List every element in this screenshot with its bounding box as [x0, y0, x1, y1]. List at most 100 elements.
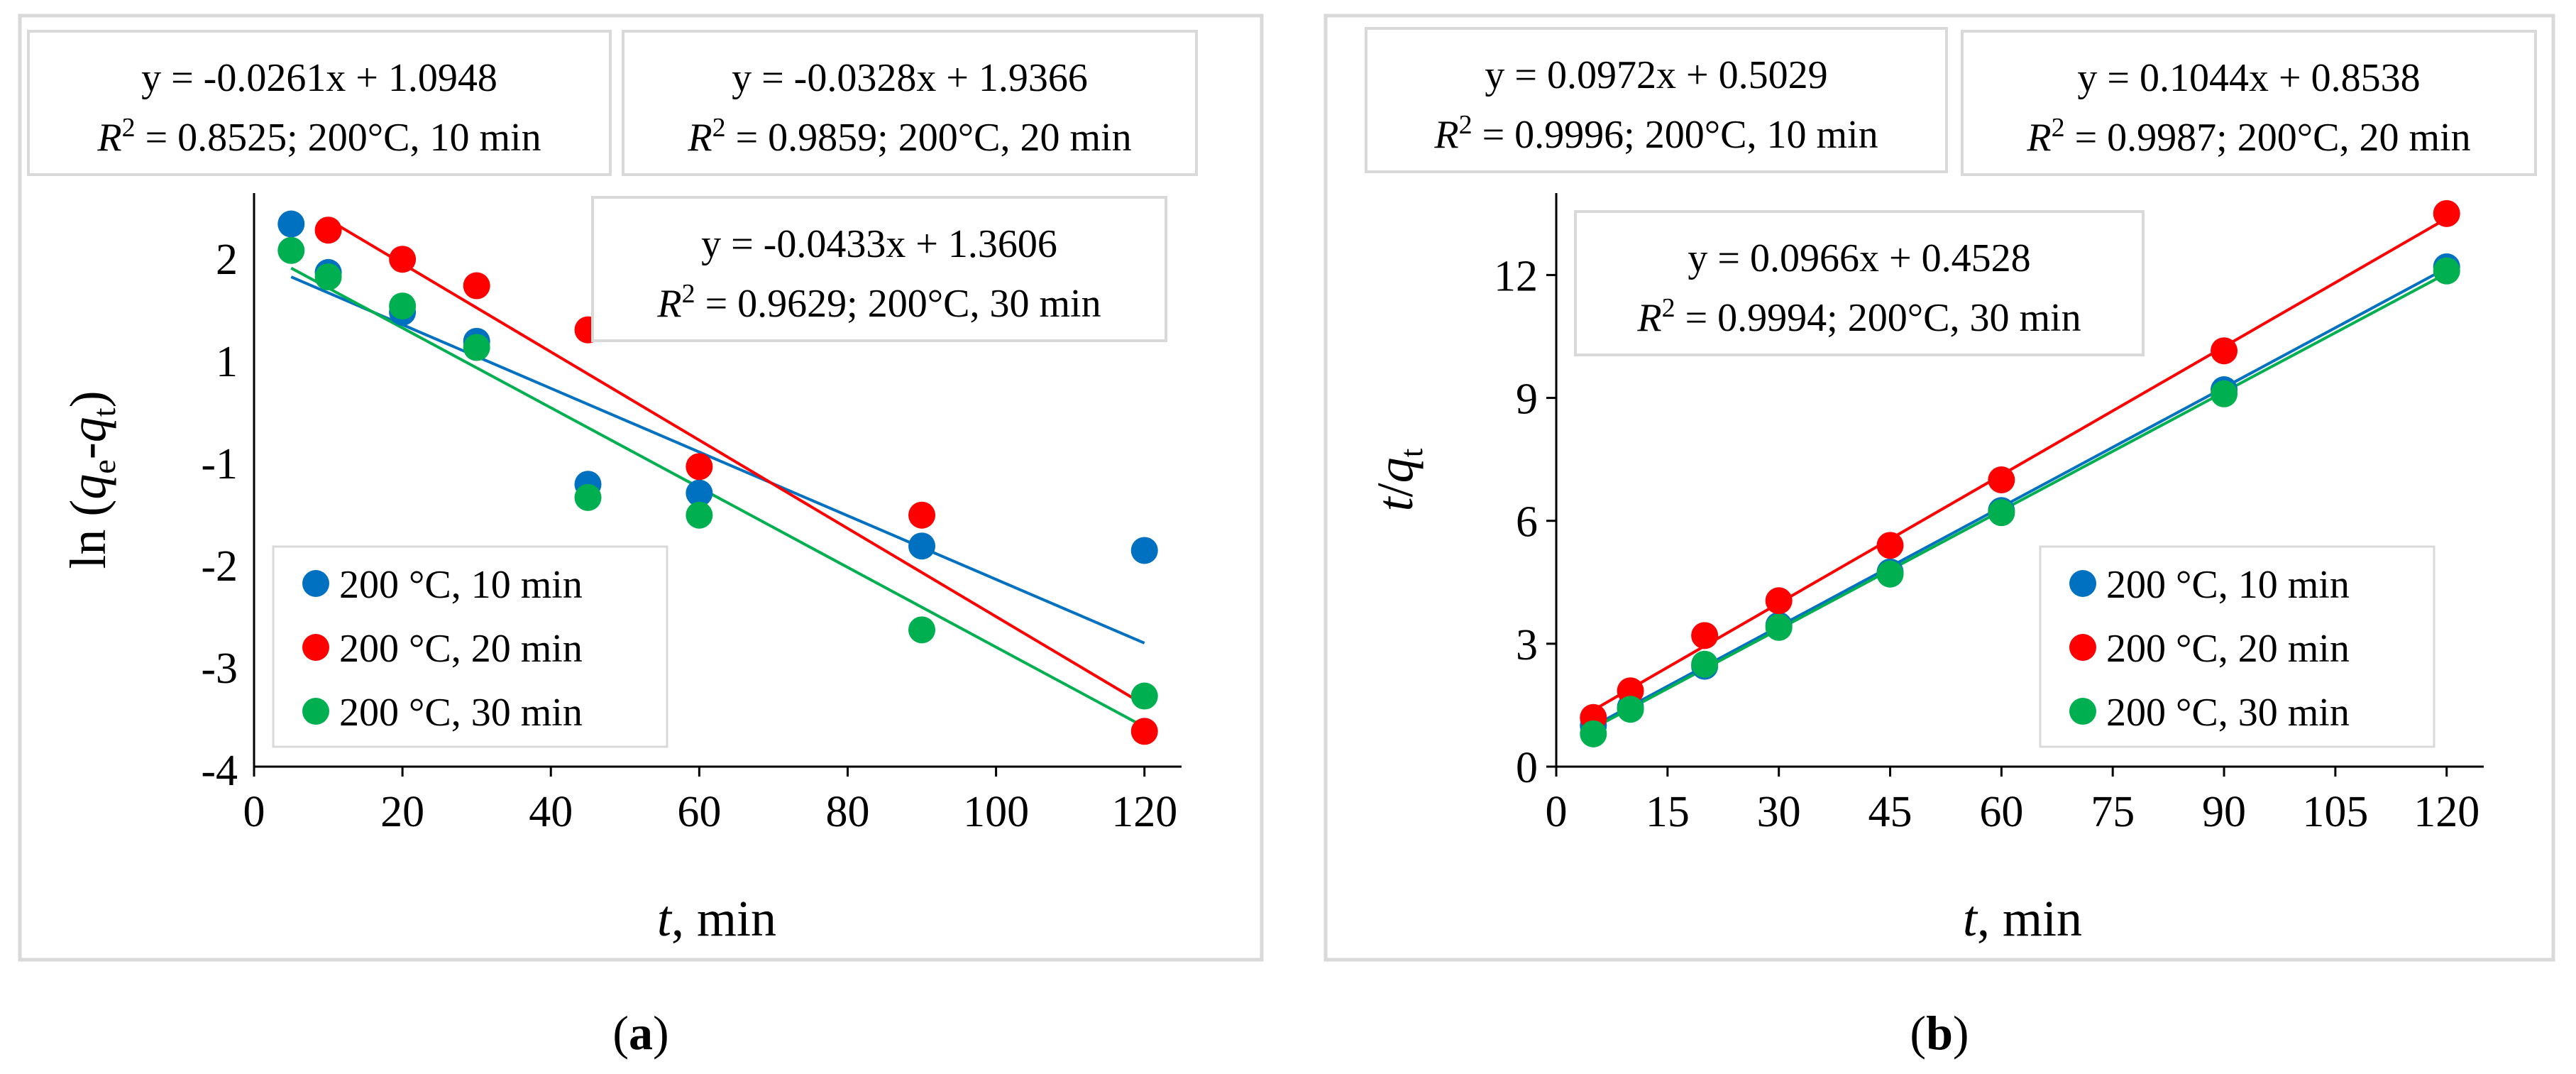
- fit-line-series-1: [327, 218, 1145, 706]
- panel-b-x-title-var: t: [1963, 890, 1978, 947]
- data-point-series-1: [2211, 337, 2238, 365]
- r2-value: = 0.9987; 200°C, 20 min: [2065, 116, 2471, 160]
- x-tick-label: 75: [2091, 788, 2135, 836]
- data-point-series-2: [908, 616, 936, 644]
- panel-a-y-title-dash: -: [60, 442, 116, 459]
- panel-b-x-title-unit: , min: [1977, 890, 2082, 947]
- data-point-series-2: [1691, 650, 1719, 678]
- legend-marker-20min: [302, 634, 329, 661]
- legend-label-30min: 200 °C, 30 min: [339, 691, 583, 735]
- panel-b-y-title-sub: t: [1393, 448, 1429, 457]
- panel-a-y-title-q2: q: [60, 417, 116, 442]
- y-tick-label: 12: [1494, 252, 1538, 300]
- r2-symbol: R: [656, 282, 681, 326]
- fit-line-series-2: [1592, 272, 2448, 730]
- data-point-series-1: [1988, 466, 2015, 493]
- data-point-series-0: [686, 479, 713, 507]
- panel-b-y-ticks: 0 3 6 9 12: [1494, 252, 1556, 792]
- data-point-series-2: [1988, 499, 2015, 527]
- legend-label-20min: 200 °C, 20 min: [339, 627, 583, 671]
- panel-b-equation-30min: y = 0.0966x + 0.4528: [1688, 236, 2030, 280]
- fit-line-series-0: [1592, 266, 2448, 728]
- x-tick-label: 0: [1546, 788, 1568, 836]
- data-point-series-1: [908, 501, 936, 529]
- panel-b-equation-box-20min: [1961, 30, 2537, 176]
- y-tick-label: 9: [1516, 376, 1538, 424]
- panel-a-y-tick-label: -2: [201, 542, 238, 591]
- data-point-series-2: [277, 236, 305, 264]
- r2-symbol: R: [2026, 116, 2051, 160]
- data-point-series-0: [908, 532, 936, 560]
- r2-value: = 0.9629; 200°C, 30 min: [695, 282, 1101, 326]
- data-point-series-2: [1130, 682, 1158, 710]
- y-tick-label: 3: [1516, 621, 1538, 669]
- data-point-series-2: [314, 263, 342, 291]
- panel-a-equation-30min: y = -0.0433x + 1.3606: [701, 222, 1057, 266]
- legend-label-30min: 200 °C, 30 min: [2106, 691, 2350, 735]
- caption-a-letter: a: [629, 1006, 653, 1060]
- panel-a-data-points: [277, 210, 1158, 745]
- r2-symbol: R: [1433, 113, 1458, 157]
- legend-marker-10min: [302, 570, 329, 597]
- data-point-series-2: [463, 334, 490, 361]
- data-point-series-2: [2211, 380, 2238, 407]
- data-point-series-1: [463, 272, 490, 300]
- legend-label-10min: 200 °C, 10 min: [2106, 563, 2350, 607]
- panel-b-x-axis-title: t, min: [1963, 890, 2082, 947]
- x-tick-label: 100: [963, 788, 1029, 836]
- panel-b-y-title-t: t: [1367, 495, 1424, 511]
- panel-a-x-title-unit: , min: [671, 890, 776, 947]
- x-tick-label: 40: [529, 788, 573, 836]
- panel-a-equation-box-30min: [591, 196, 1167, 342]
- x-tick-label: 90: [2202, 788, 2246, 836]
- data-point-series-1: [1876, 532, 1904, 559]
- r2-symbol: R: [97, 116, 121, 160]
- panel-b-r2-20min: R2 = 0.9987; 200°C, 20 min: [2026, 113, 2470, 160]
- panel-a-y-title-sub1: e: [86, 459, 122, 473]
- panel-a-x-ticks: 0 20 40 60 80 100 120: [243, 767, 1177, 836]
- x-tick-label: 80: [825, 788, 869, 836]
- panel-a-legend: [272, 545, 668, 748]
- data-point-series-2: [1617, 696, 1644, 723]
- panel-a-y-title-sub2: t: [86, 407, 122, 417]
- panel-b-r2-30min: R2 = 0.9994; 200°C, 30 min: [1636, 293, 2081, 340]
- data-point-series-1: [389, 246, 417, 273]
- data-point-series-2: [1580, 720, 1607, 747]
- y-tick-label: 6: [1516, 498, 1538, 547]
- data-point-series-1: [2433, 199, 2460, 227]
- legend-marker-10min: [2069, 570, 2096, 597]
- x-tick-label: 60: [677, 788, 721, 836]
- x-tick-label: 45: [1868, 788, 1912, 836]
- caption-b: (b): [1910, 1006, 1969, 1060]
- x-tick-label: 0: [243, 788, 265, 836]
- r2-value: = 0.9996; 200°C, 10 min: [1473, 113, 1878, 157]
- data-point-series-1: [1691, 622, 1719, 650]
- panel-b-fit-lines: [1592, 217, 2448, 730]
- panel-a-r2-20min: R2 = 0.9859; 200°C, 20 min: [687, 113, 1131, 160]
- panel-a-equation-box-10min: [27, 30, 612, 176]
- legend-label-10min: 200 °C, 10 min: [339, 563, 583, 607]
- panel-b-equation-box-10min: [1365, 27, 1948, 173]
- panel-b-y-axis-title: t/qt: [1367, 448, 1429, 511]
- panel-b-equation-box-30min: [1574, 210, 2145, 356]
- panel-a-y-title-prefix: ln (: [60, 500, 116, 569]
- r2-superscript: 2: [712, 113, 726, 143]
- panel-a-y-tick-label: -1: [201, 440, 238, 488]
- data-point-series-2: [574, 483, 602, 511]
- data-point-series-2: [1876, 560, 1904, 588]
- data-point-series-1: [1765, 587, 1793, 615]
- panel-a-y-axis-title: ln (qe-qt): [60, 390, 122, 569]
- r2-superscript: 2: [682, 279, 695, 309]
- panel-b-equation-20min: y = 0.1044x + 0.8538: [2077, 56, 2420, 100]
- legend-marker-30min: [302, 698, 329, 725]
- panel-a-y-tick-label: 2: [216, 236, 238, 284]
- data-point-series-0: [277, 210, 305, 238]
- panel-a-equation-10min: y = -0.0261x + 1.0948: [141, 56, 497, 100]
- data-point-series-1: [1617, 677, 1644, 705]
- x-tick-label: 20: [380, 788, 424, 836]
- panel-a-equation-box-20min: [622, 30, 1198, 176]
- fit-line-series-2: [290, 266, 1145, 728]
- panel-b-legend: [2039, 545, 2435, 748]
- data-point-series-2: [686, 501, 713, 529]
